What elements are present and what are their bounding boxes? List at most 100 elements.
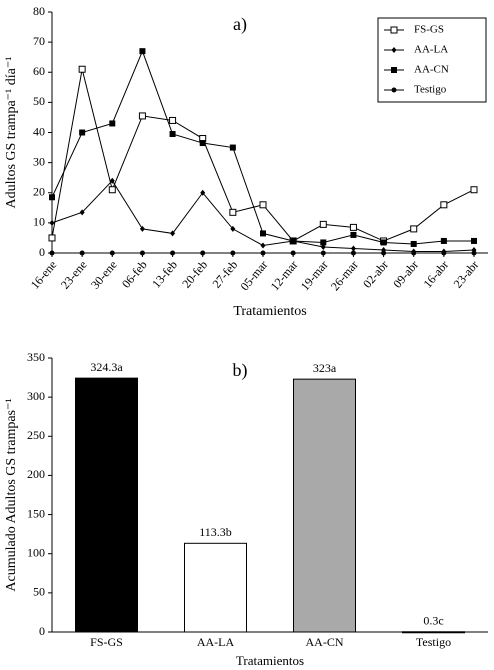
value-label: 113.3b (199, 525, 232, 539)
marker (350, 231, 357, 238)
marker (380, 239, 387, 246)
y-tick-label: 70 (33, 34, 45, 48)
marker (49, 250, 55, 256)
marker (109, 177, 115, 184)
marker (229, 144, 236, 151)
x-tick-label: 12-mar (268, 258, 301, 294)
legend-label: AA-CN (414, 64, 449, 76)
marker (391, 67, 397, 73)
marker (260, 250, 266, 256)
marker (259, 201, 267, 209)
y-tick-label: 50 (33, 585, 45, 599)
y-tick-label: 150 (27, 506, 45, 520)
marker (109, 120, 116, 127)
marker (230, 250, 236, 256)
legend-label: AA-LA (414, 44, 448, 56)
marker (169, 116, 177, 124)
marker (79, 209, 85, 216)
x-tick-label: 27-feb (209, 258, 240, 291)
marker (139, 48, 146, 55)
y-axis-label: Adultos GS trampa⁻¹ día⁻¹ (4, 57, 19, 209)
x-tick-label: 09-abr (390, 258, 421, 291)
x-tick-label: 23-ene (58, 258, 90, 292)
marker (391, 47, 397, 53)
marker (79, 129, 86, 136)
marker (139, 225, 145, 232)
x-tick-label: 20-feb (179, 258, 210, 291)
marker (390, 26, 398, 34)
bar (402, 631, 465, 634)
value-label: 0.3c (423, 614, 443, 628)
x-tick-label: 13-feb (149, 258, 180, 291)
x-tick-label: 23-abr (451, 258, 482, 291)
x-tick-label: Testigo (416, 635, 451, 649)
marker (109, 250, 115, 256)
marker (381, 250, 387, 256)
x-tick-label: 16-abr (420, 258, 451, 291)
y-tick-label: 20 (33, 185, 45, 199)
y-axis-label: Acumulado Adultos GS trampas⁻¹ (4, 398, 19, 591)
marker (200, 189, 206, 196)
marker (470, 186, 478, 194)
marker (138, 112, 146, 120)
y-tick-label: 10 (33, 215, 45, 229)
marker (410, 240, 417, 247)
x-tick-label: 26-mar (328, 258, 361, 294)
x-axis-label: Tratamientos (236, 653, 304, 668)
marker (290, 250, 296, 256)
marker (320, 243, 326, 250)
bar (293, 378, 356, 633)
y-tick-label: 50 (33, 94, 45, 108)
marker (349, 223, 357, 231)
marker (49, 219, 55, 226)
marker (290, 237, 297, 244)
y-tick-label: 250 (27, 428, 45, 442)
y-tick-label: 60 (33, 64, 45, 78)
marker (170, 250, 176, 256)
marker (320, 239, 327, 246)
x-tick-label: AA-CN (306, 635, 344, 649)
y-tick-label: 350 (27, 350, 45, 364)
legend-label: Testigo (414, 84, 447, 96)
marker (319, 220, 327, 228)
y-tick-label: 300 (27, 389, 45, 403)
marker (391, 87, 397, 93)
y-tick-label: 80 (33, 4, 45, 18)
marker (108, 186, 116, 194)
y-tick-label: 30 (33, 154, 45, 168)
marker (78, 65, 86, 73)
y-tick-label: 40 (33, 124, 45, 138)
x-tick-label: 06-feb (119, 258, 150, 291)
x-tick-label: 30-ene (88, 258, 120, 292)
marker (350, 250, 356, 256)
marker (230, 225, 236, 232)
marker (79, 250, 85, 256)
bar (75, 377, 138, 633)
y-tick-label: 0 (39, 624, 45, 638)
x-tick-label: FS-GS (90, 635, 123, 649)
x-tick-label: 19-mar (298, 258, 331, 294)
chart-title: b) (233, 360, 248, 381)
marker (170, 230, 176, 237)
x-tick-label: 02-abr (360, 258, 391, 291)
x-tick-label: AA-LA (197, 635, 235, 649)
y-tick-label: 200 (27, 467, 45, 481)
marker (169, 131, 176, 138)
y-tick-label: 0 (39, 245, 45, 259)
marker (440, 201, 448, 209)
marker (199, 140, 206, 147)
y-tick-label: 100 (27, 545, 45, 559)
marker (411, 250, 417, 256)
bar (184, 542, 247, 633)
value-label: 323a (313, 361, 337, 375)
marker (320, 250, 326, 256)
marker (441, 250, 447, 256)
marker (471, 250, 477, 256)
marker (229, 208, 237, 216)
marker (350, 245, 356, 252)
x-axis-label: Tratamientos (233, 304, 306, 319)
marker (260, 230, 266, 237)
marker (200, 250, 206, 256)
chart-title: a) (233, 14, 247, 35)
